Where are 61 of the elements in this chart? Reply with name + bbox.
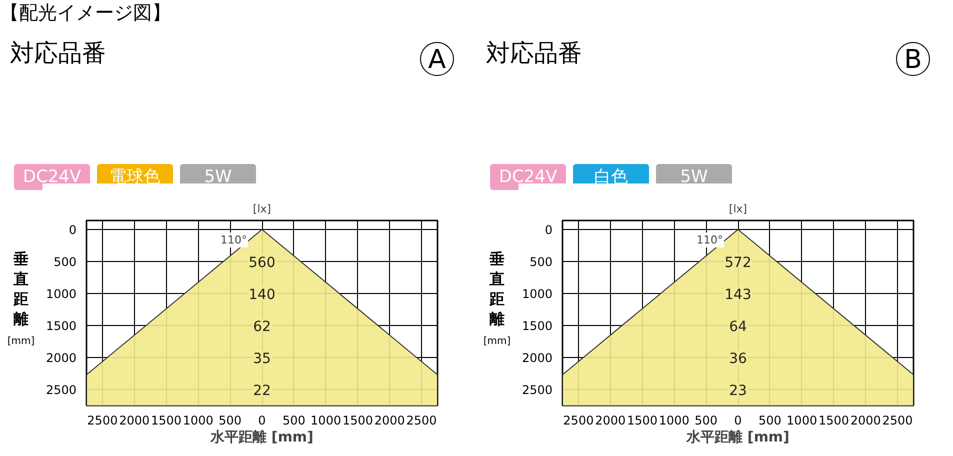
y-tick-label: 1500 [522,318,553,333]
x-tick-label: 1500 [151,414,182,428]
x-tick-label: 2000 [850,414,881,428]
y-axis-title: 垂直距離 [mm] [7,249,35,349]
y-axis-title: 垂直距離 [mm] [483,249,511,349]
y-tick-label: 0 [544,222,553,237]
y-tick-label: 0 [68,222,77,237]
chart-subtitle: 対応品番 [10,38,106,69]
x-tick-label: 500 [694,414,718,428]
annotation: 35 [253,350,271,367]
x-tick-label: 500 [282,414,306,428]
y-tick-label: 2500 [46,382,77,397]
text: 5W [180,164,256,190]
annotation: 62 [253,318,271,335]
annotation: 64 [729,318,747,335]
y-tick-label: 500 [530,254,552,269]
text: 5W [656,164,732,190]
x-tick-label: 500 [758,414,782,428]
x-tick-label: 0 [734,414,742,428]
annotation: 110° [696,233,724,246]
x-tick-label: 2000 [595,414,626,428]
annotation: 143 [724,286,752,303]
x-tick-label: 2500 [87,414,118,428]
y-tick-label: 2000 [46,350,77,365]
chart-subtitle: 対応品番 [486,38,582,69]
annotation: 23 [729,382,747,399]
x-tick-label: 2500 [406,414,437,428]
x-axis-title: 水平距離 [mm] [686,430,790,446]
annotation: 572 [724,254,752,271]
x-tick-label: 2000 [119,414,150,428]
x-axis-title: 水平距離 [mm] [210,430,314,446]
chart-title: 【配光イメージ図】 [0,1,171,26]
annotation: 22 [253,382,271,399]
annotation: 140 [248,286,276,303]
y-tick-label: 1000 [46,286,77,301]
x-tick-label: 1500 [342,414,374,428]
text: [lx] [252,202,272,216]
y-tick-label: 1000 [522,286,553,301]
x-tick-label: 2500 [882,414,913,428]
x-tick-label: 2000 [374,414,405,428]
x-tick-label: 1000 [786,414,818,428]
y-tick-label: 500 [54,254,76,269]
x-tick-label: 2500 [563,414,594,428]
x-tick-label: 0 [258,414,266,428]
x-tick-label: 1500 [818,414,850,428]
text: B [896,42,930,76]
x-tick-label: 500 [218,414,242,428]
text: A [420,42,454,76]
annotation: 110° [220,233,248,246]
text: [lx] [728,202,748,216]
text: DC24V [14,164,90,190]
x-tick-label: 1000 [658,414,690,428]
x-tick-label: 1500 [627,414,658,428]
annotation: 560 [248,254,276,271]
y-tick-label: 2000 [522,350,553,365]
x-tick-label: 1000 [182,414,214,428]
y-tick-label: 1500 [46,318,77,333]
text: DC24V [490,164,566,190]
annotation: 36 [729,350,747,367]
y-tick-label: 2500 [522,382,553,397]
x-tick-label: 1000 [310,414,342,428]
